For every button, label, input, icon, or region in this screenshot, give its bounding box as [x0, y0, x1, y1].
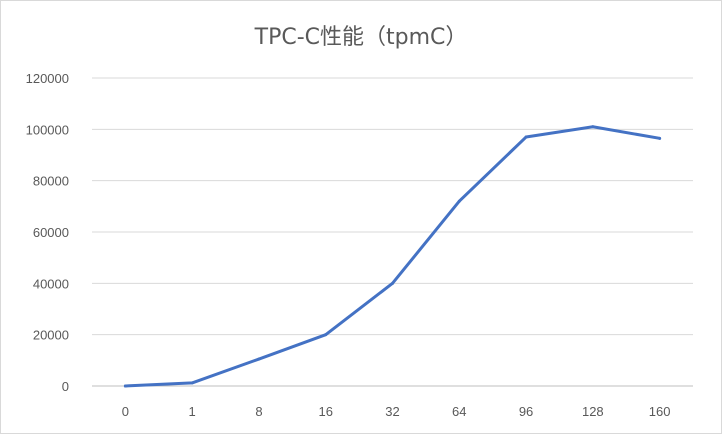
- gridlines: [92, 77, 693, 387]
- data-point: [190, 381, 194, 385]
- y-tick-label: 0: [62, 379, 69, 394]
- x-tick-label: 0: [122, 404, 129, 419]
- data-point: [457, 199, 461, 203]
- data-point: [591, 125, 595, 129]
- x-tick-label: 64: [452, 404, 466, 419]
- y-tick-label: 60000: [33, 225, 69, 240]
- y-tick-label: 40000: [33, 276, 69, 291]
- data-point: [391, 281, 394, 285]
- series-line: [123, 125, 662, 388]
- data-point: [324, 333, 328, 337]
- x-tick-label: 16: [318, 404, 332, 419]
- y-tick-label: 120000: [26, 71, 69, 86]
- data-point: [524, 135, 528, 139]
- x-tick-label: 1: [189, 404, 196, 419]
- x-tick-label: 160: [649, 404, 671, 419]
- x-axis-ticks: 0 1 8 16 32 64 96 128 160: [122, 404, 671, 419]
- y-tick-label: 100000: [26, 122, 69, 137]
- data-point: [658, 136, 662, 140]
- x-tick-label: 96: [519, 404, 533, 419]
- y-axis-ticks: 0 20000 40000 60000 80000 100000 120000: [26, 71, 69, 394]
- series-layer: [123, 125, 662, 388]
- x-tick-label: 8: [255, 404, 262, 419]
- y-tick-label: 80000: [33, 174, 69, 189]
- x-tick-label: 128: [582, 404, 604, 419]
- y-tick-label: 20000: [33, 328, 69, 343]
- data-point: [123, 384, 127, 388]
- chart-title: TPC-C性能（tpmC）: [254, 25, 468, 50]
- x-tick-label: 32: [385, 404, 399, 419]
- data-point: [257, 357, 261, 361]
